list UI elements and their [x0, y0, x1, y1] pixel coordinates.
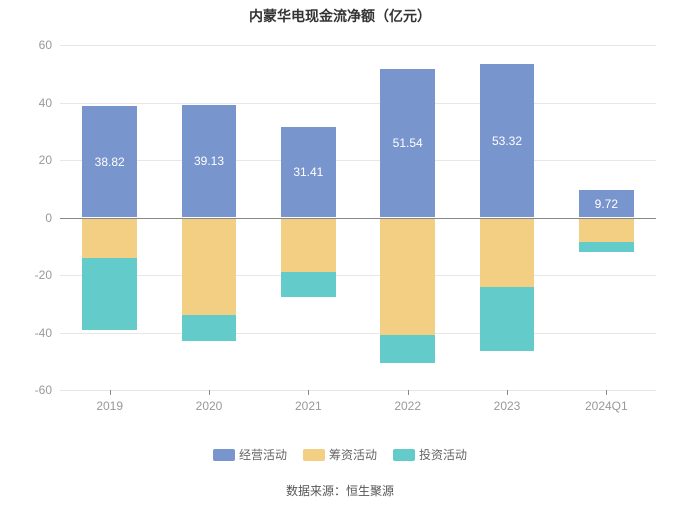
bar-value-label: 38.82	[82, 156, 137, 168]
bar-value-label: 9.72	[579, 198, 634, 210]
legend-swatch	[393, 449, 415, 461]
y-tick-label: 20	[0, 154, 52, 166]
x-tick-label: 2020	[159, 400, 258, 412]
x-tick	[308, 390, 309, 395]
x-tick-label: 2022	[358, 400, 457, 412]
x-tick-label: 2024Q1	[557, 400, 656, 412]
y-tick-label: -60	[0, 384, 52, 396]
bar-segment	[579, 218, 634, 242]
bar-value-label: 31.41	[281, 166, 336, 178]
bar-segment	[579, 242, 634, 252]
bar-segment	[480, 218, 535, 287]
legend-label: 经营活动	[239, 448, 287, 462]
gridline	[60, 103, 656, 104]
y-tick-label: 40	[0, 97, 52, 109]
gridline	[60, 275, 656, 276]
bar-segment	[281, 218, 336, 273]
bar-segment	[281, 272, 336, 296]
x-tick	[209, 390, 210, 395]
gridline	[60, 333, 656, 334]
bar-value-label: 39.13	[182, 155, 237, 167]
bar-segment	[82, 218, 137, 258]
y-tick-label: -20	[0, 269, 52, 281]
chart-container: 内蒙华电现金流净额（亿元） -60 -40 -20 0 20 40 60 2019 38.82 2…	[0, 0, 680, 509]
x-tick-label: 2021	[259, 400, 358, 412]
legend-label: 筹资活动	[329, 448, 377, 462]
chart-title: 内蒙华电现金流净额（亿元）	[0, 6, 680, 26]
bar-segment	[380, 218, 435, 336]
legend-swatch	[303, 449, 325, 461]
y-tick-label: 60	[0, 39, 52, 51]
x-tick-label: 2019	[60, 400, 159, 412]
gridline	[60, 390, 656, 391]
x-tick	[110, 390, 111, 395]
data-source: 数据来源：恒生聚源	[0, 482, 680, 499]
bar-segment	[380, 335, 435, 362]
legend-item[interactable]: 筹资活动	[303, 446, 377, 463]
axis-zero-line	[60, 218, 656, 219]
legend-label: 投资活动	[419, 448, 467, 462]
legend: 经营活动 筹资活动 投资活动	[0, 446, 680, 463]
bar-value-label: 53.32	[480, 135, 535, 147]
bar-segment	[182, 218, 237, 316]
legend-swatch	[213, 449, 235, 461]
legend-item[interactable]: 经营活动	[213, 446, 287, 463]
gridline	[60, 160, 656, 161]
bar-segment	[82, 258, 137, 330]
legend-item[interactable]: 投资活动	[393, 446, 467, 463]
x-tick	[507, 390, 508, 395]
x-tick-label: 2023	[457, 400, 556, 412]
bar-value-label: 51.54	[380, 137, 435, 149]
y-tick-label: -40	[0, 327, 52, 339]
y-tick-label: 0	[0, 212, 52, 224]
x-tick	[408, 390, 409, 395]
bar-segment	[182, 315, 237, 341]
bar-segment	[480, 287, 535, 352]
gridline	[60, 45, 656, 46]
x-tick	[606, 390, 607, 395]
